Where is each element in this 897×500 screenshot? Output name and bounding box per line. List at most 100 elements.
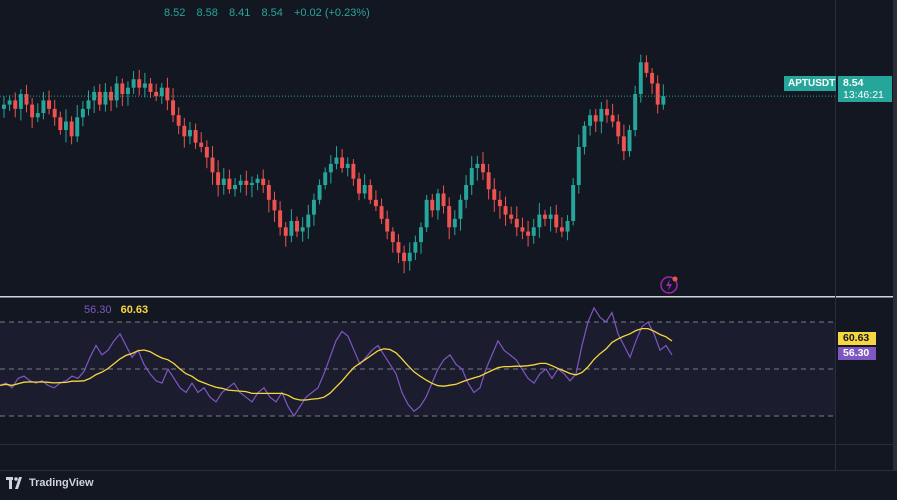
- candle-body: [424, 199, 429, 228]
- candle-body: [486, 172, 491, 190]
- candle-body: [80, 108, 85, 118]
- candle-body: [402, 252, 407, 262]
- candle-body: [435, 193, 440, 211]
- candle-body: [621, 136, 626, 152]
- candle-body: [526, 231, 531, 236]
- candle-body: [238, 180, 243, 185]
- candle-body: [317, 185, 322, 200]
- time-axis-border: [0, 444, 893, 445]
- candle-body: [531, 227, 536, 236]
- candle-body: [638, 62, 643, 95]
- candle-body: [41, 100, 46, 114]
- last-price-label: 8.54 13:46:21: [838, 76, 892, 102]
- candle-body: [30, 104, 35, 118]
- candle-body: [227, 178, 232, 190]
- candle-body: [475, 163, 480, 169]
- rsi-legend-value: 56.30: [84, 304, 112, 316]
- candle-body: [142, 83, 147, 88]
- candle-body: [249, 182, 254, 185]
- candle-body: [334, 157, 339, 164]
- candle-body: [503, 206, 508, 215]
- candle-body: [469, 168, 474, 185]
- candle-body: [407, 252, 412, 262]
- candle-body: [182, 125, 187, 137]
- candle-body: [559, 227, 564, 232]
- candle-body: [165, 87, 170, 101]
- candle-body: [633, 94, 638, 130]
- candle-body: [311, 199, 316, 215]
- rsi-ma-legend-value: 60.63: [120, 304, 149, 316]
- candle-body: [419, 227, 423, 243]
- candle-body: [413, 242, 418, 253]
- candle-body: [125, 87, 130, 95]
- candle-body: [385, 218, 390, 232]
- candle-body: [514, 218, 519, 228]
- candle-body: [565, 220, 570, 232]
- candle-body: [35, 113, 40, 118]
- candle-body: [289, 220, 294, 236]
- candle-body: [171, 100, 176, 116]
- symbol-price-label: APTUSDT: [784, 76, 836, 91]
- candle-body: [86, 100, 91, 109]
- candle-body: [396, 242, 401, 253]
- rsi-ma-axis-label: 60.63: [838, 332, 876, 345]
- tradingview-logo[interactable]: TradingView: [6, 475, 94, 491]
- candle-body: [97, 91, 102, 105]
- candle-body: [221, 178, 226, 185]
- ohlc-open: 8.52: [164, 7, 186, 19]
- candle-body: [362, 185, 367, 194]
- candle-body: [497, 199, 502, 207]
- candle-body: [543, 214, 547, 219]
- candle-body: [458, 199, 463, 219]
- candle-body: [306, 214, 311, 228]
- candle-body: [154, 91, 159, 97]
- brand-name: TradingView: [29, 477, 94, 489]
- candle-body: [283, 227, 288, 236]
- candle-body: [520, 227, 525, 232]
- candle-body: [357, 178, 361, 194]
- candle-body: [368, 185, 373, 200]
- candle-body: [430, 199, 435, 211]
- candle-body: [441, 193, 446, 207]
- candle-body: [210, 157, 215, 173]
- candle-body: [627, 130, 632, 152]
- candle-body: [340, 157, 345, 169]
- candle-body: [69, 121, 74, 137]
- rsi-legend: 56.30 60.63: [84, 304, 148, 316]
- candle-body: [599, 108, 604, 122]
- candle-body: [233, 185, 238, 190]
- candle-body: [159, 87, 164, 97]
- lightning-icon[interactable]: [659, 275, 679, 295]
- rsi-line: [0, 306, 673, 418]
- ohlc-legend: 8.52 8.58 8.41 8.54 +0.02 (+0.23%): [164, 7, 378, 19]
- candle-body: [605, 108, 609, 116]
- candle-body: [295, 220, 299, 232]
- candle-body: [52, 108, 57, 118]
- tradingview-logo-icon: [6, 477, 22, 489]
- candle-body: [582, 125, 587, 147]
- candle-body: [576, 146, 581, 185]
- footer-bar: TradingView: [0, 470, 897, 495]
- candle-body: [345, 163, 350, 169]
- candle-body: [323, 172, 328, 185]
- candle-body: [554, 214, 559, 228]
- candle-body: [13, 100, 18, 109]
- candle-body: [148, 83, 153, 92]
- candle-body: [571, 185, 576, 221]
- candle-body: [244, 180, 249, 185]
- rsi-axis-label: 56.30: [838, 347, 876, 360]
- candle-body: [2, 104, 6, 109]
- candle-body: [390, 231, 395, 243]
- candle-body: [373, 199, 378, 207]
- candle-body: [328, 163, 333, 173]
- candle-body: [379, 206, 384, 219]
- candle-body: [24, 94, 29, 105]
- candle-body: [120, 83, 125, 95]
- ohlc-low: 8.41: [228, 7, 251, 19]
- candle-body: [261, 178, 266, 185]
- candle-body: [266, 185, 271, 200]
- candle-body: [75, 117, 80, 137]
- candle-body: [548, 214, 553, 219]
